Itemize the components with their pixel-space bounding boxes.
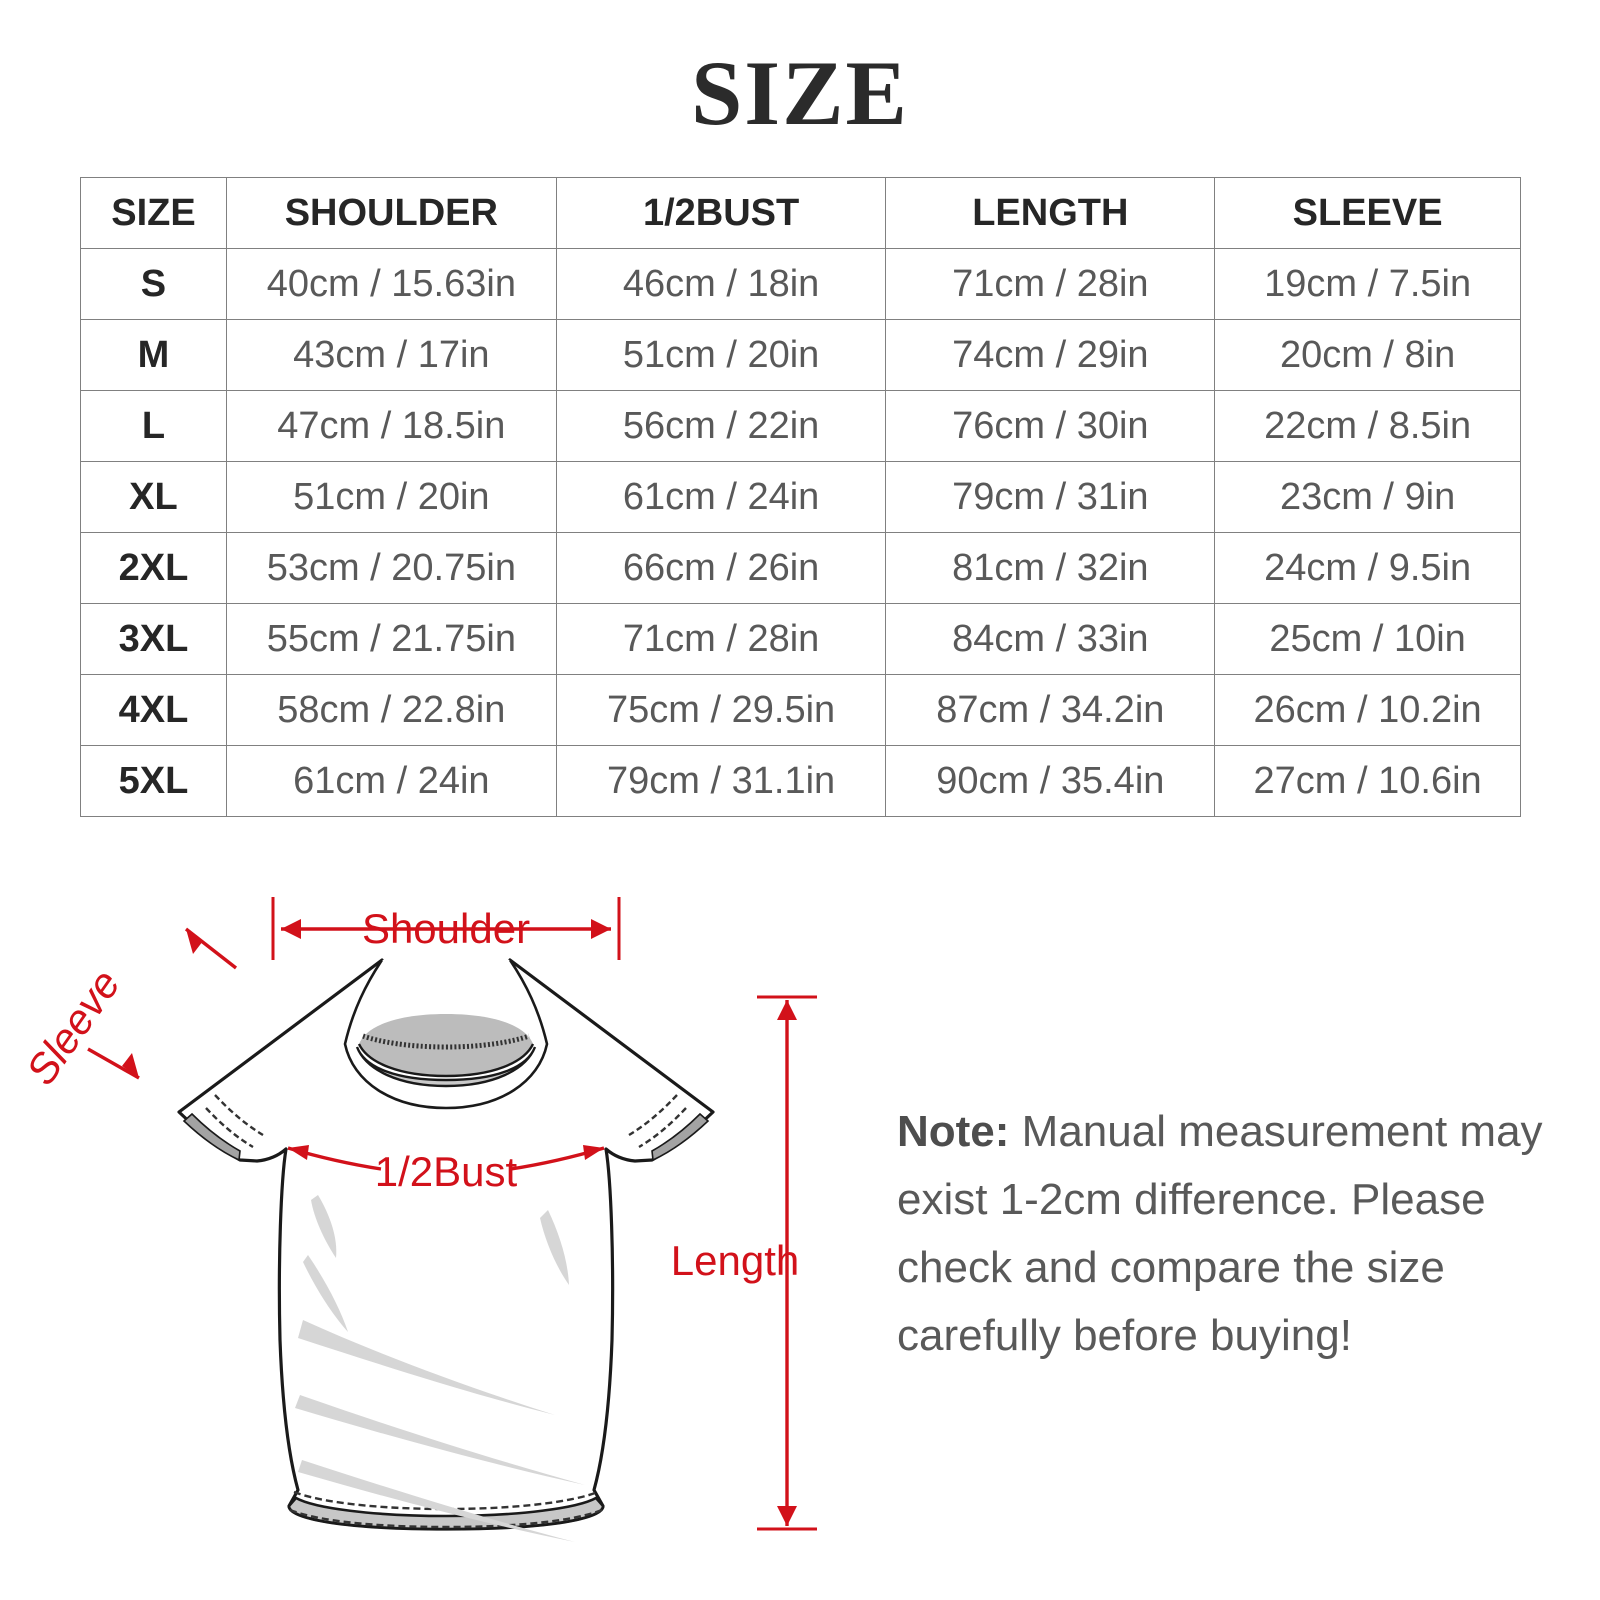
svg-text:Sleeve: Sleeve	[17, 961, 129, 1093]
svg-text:Shoulder: Shoulder	[362, 905, 530, 952]
svg-text:Length: Length	[671, 1237, 799, 1284]
svg-text:1/2Bust: 1/2Bust	[375, 1148, 518, 1195]
